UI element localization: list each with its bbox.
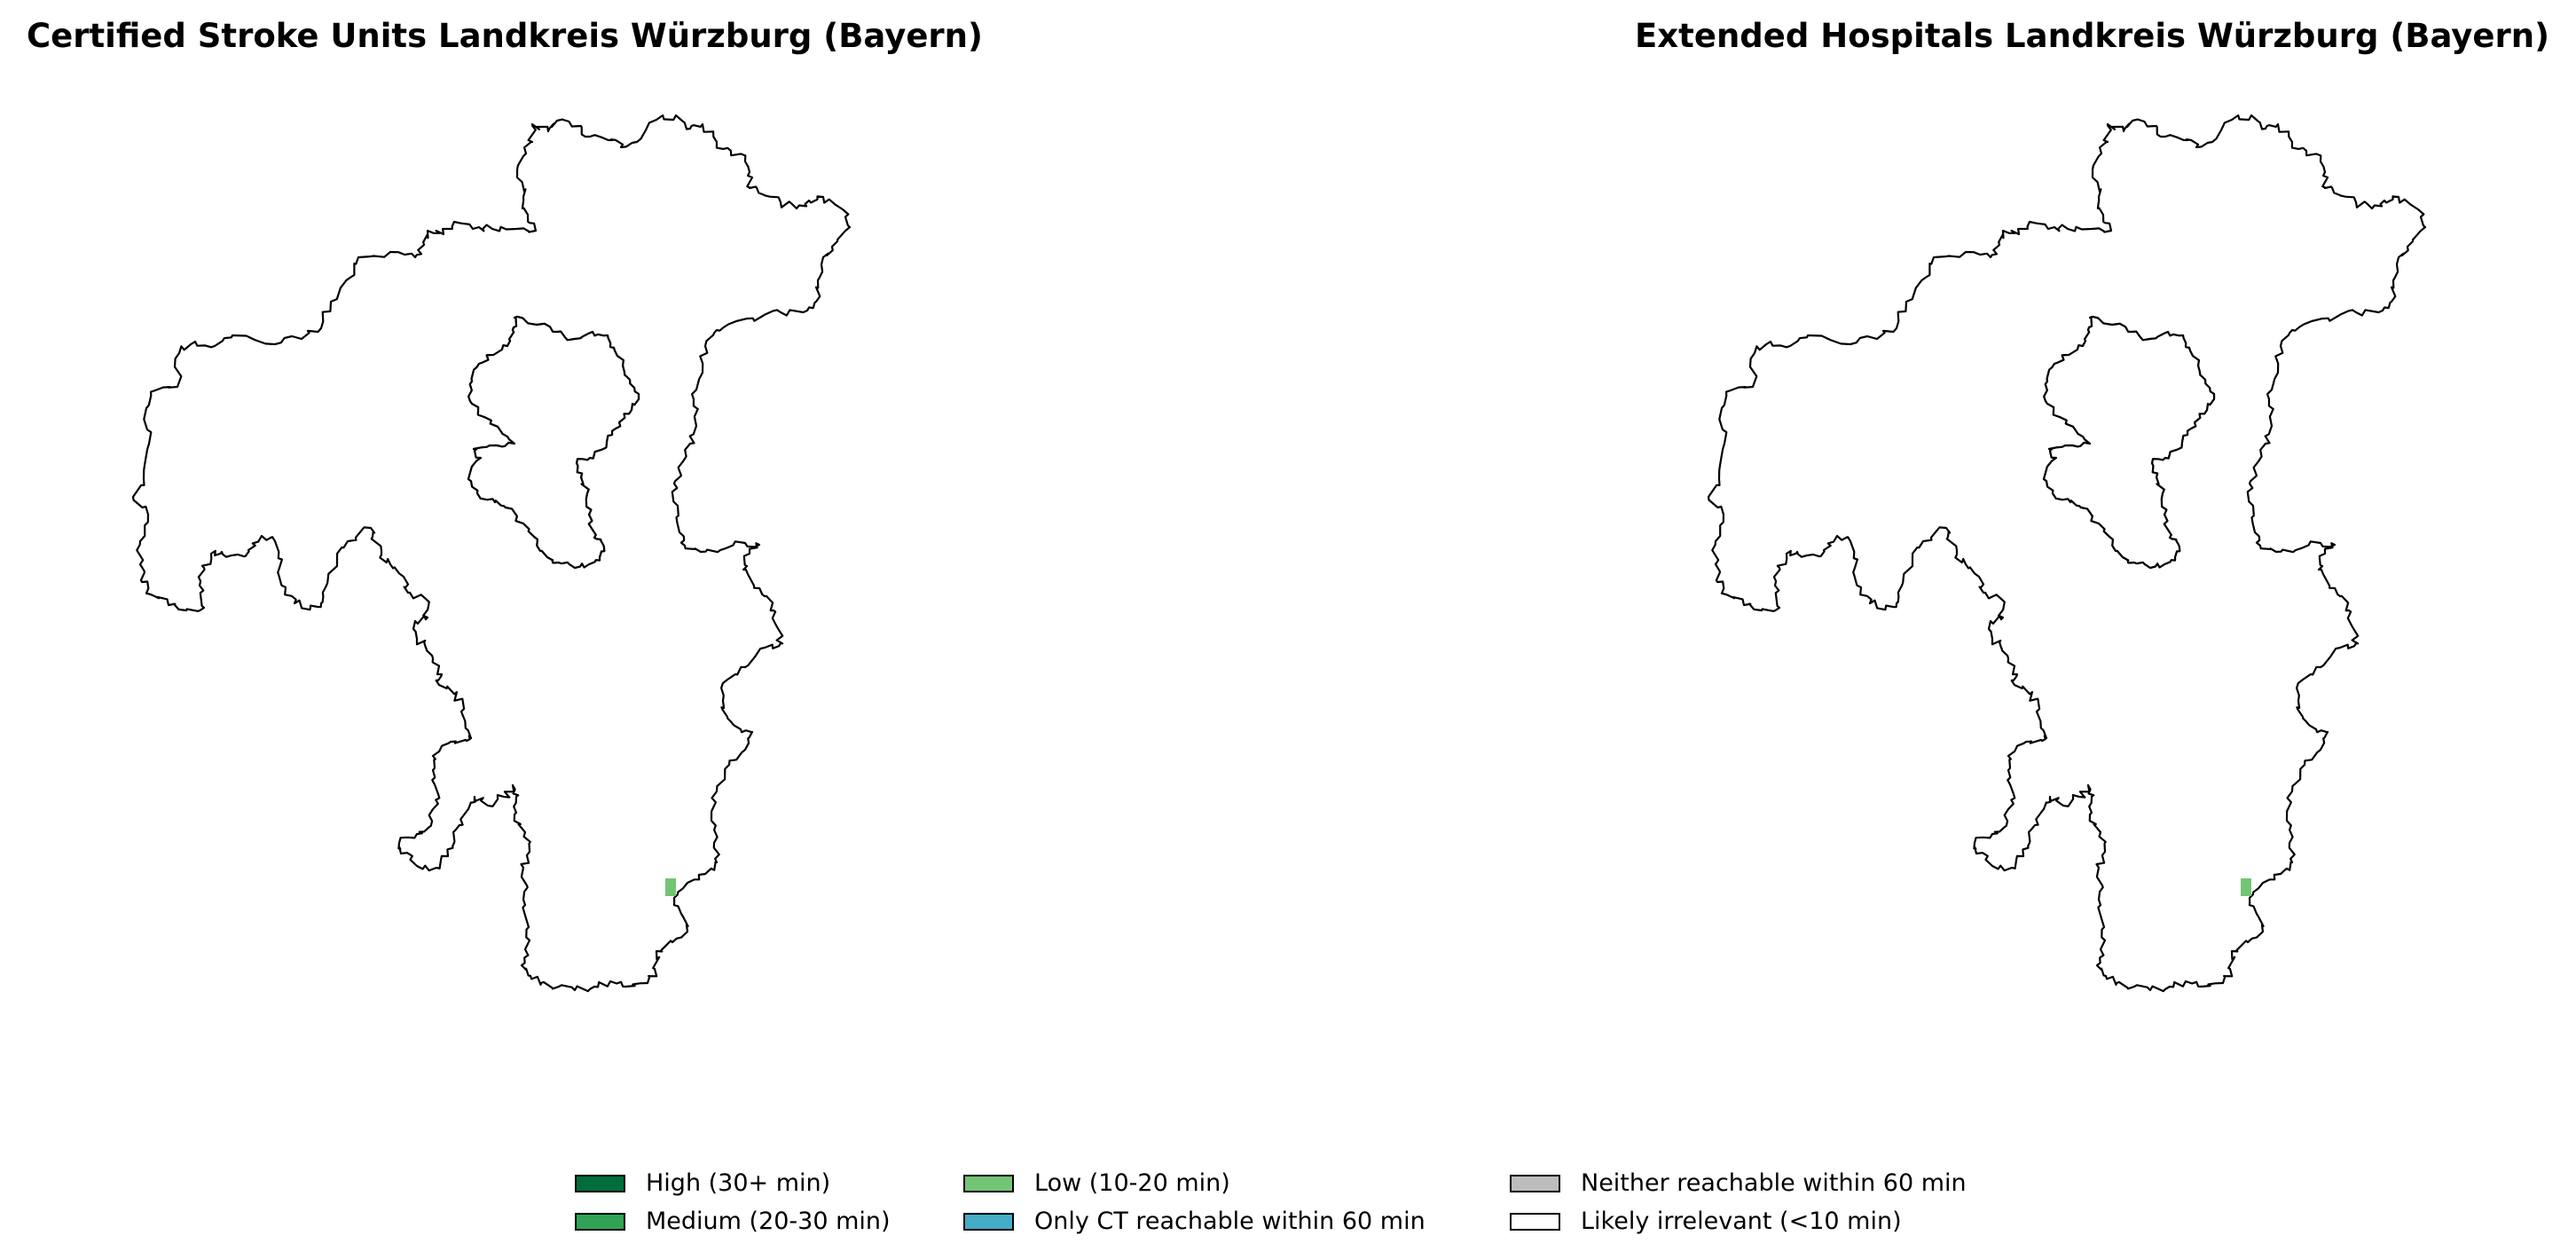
legend-swatch-high [575,1174,625,1192]
legend-swatch-neither [1510,1174,1560,1192]
landkreis-boundary [131,114,852,993]
legend-label-irrelevant: Likely irrelevant (<10 min) [1581,1208,1902,1235]
legend-label-high: High (30+ min) [646,1169,831,1197]
legend-swatch-only-ct [963,1212,1014,1231]
legend-item-irrelevant: Likely irrelevant (<10 min) [1510,1208,2042,1235]
legend-item-neither: Neither reachable within 60 min [1510,1169,2042,1197]
low-reach-area [665,878,676,896]
legend-swatch-medium [575,1212,625,1231]
legend-swatch-low [963,1174,1014,1192]
district-outline [131,114,852,993]
map-certified-stroke-units [131,114,852,993]
map-title-certified-stroke-units: Certified Stroke Units Landkreis Würzbur… [27,17,983,55]
city-enclave-outline [2042,315,2216,570]
legend-label-medium: Medium (20-30 min) [646,1208,891,1235]
legend-item-only-ct: Only CT reachable within 60 min [963,1208,1510,1235]
legend-label-only-ct: Only CT reachable within 60 min [1034,1208,1425,1235]
map-title-extended-hospitals: Extended Hospitals Landkreis Würzburg (B… [1635,17,2549,55]
legend-label-neither: Neither reachable within 60 min [1581,1169,1967,1197]
legend-swatch-irrelevant [1510,1212,1560,1231]
district-outline [1707,114,2427,993]
city-enclave-outline [467,315,640,570]
legend-item-high: High (30+ min) [575,1169,963,1197]
map-legend: High (30+ min) Low (10-20 min) Neither r… [575,1169,2042,1235]
landkreis-boundary [1707,114,2427,993]
legend-item-medium: Medium (20-30 min) [575,1208,963,1235]
map-extended-hospitals [1707,114,2427,993]
legend-label-low: Low (10-20 min) [1034,1169,1230,1197]
legend-item-low: Low (10-20 min) [963,1169,1510,1197]
low-reach-area [2241,878,2251,896]
